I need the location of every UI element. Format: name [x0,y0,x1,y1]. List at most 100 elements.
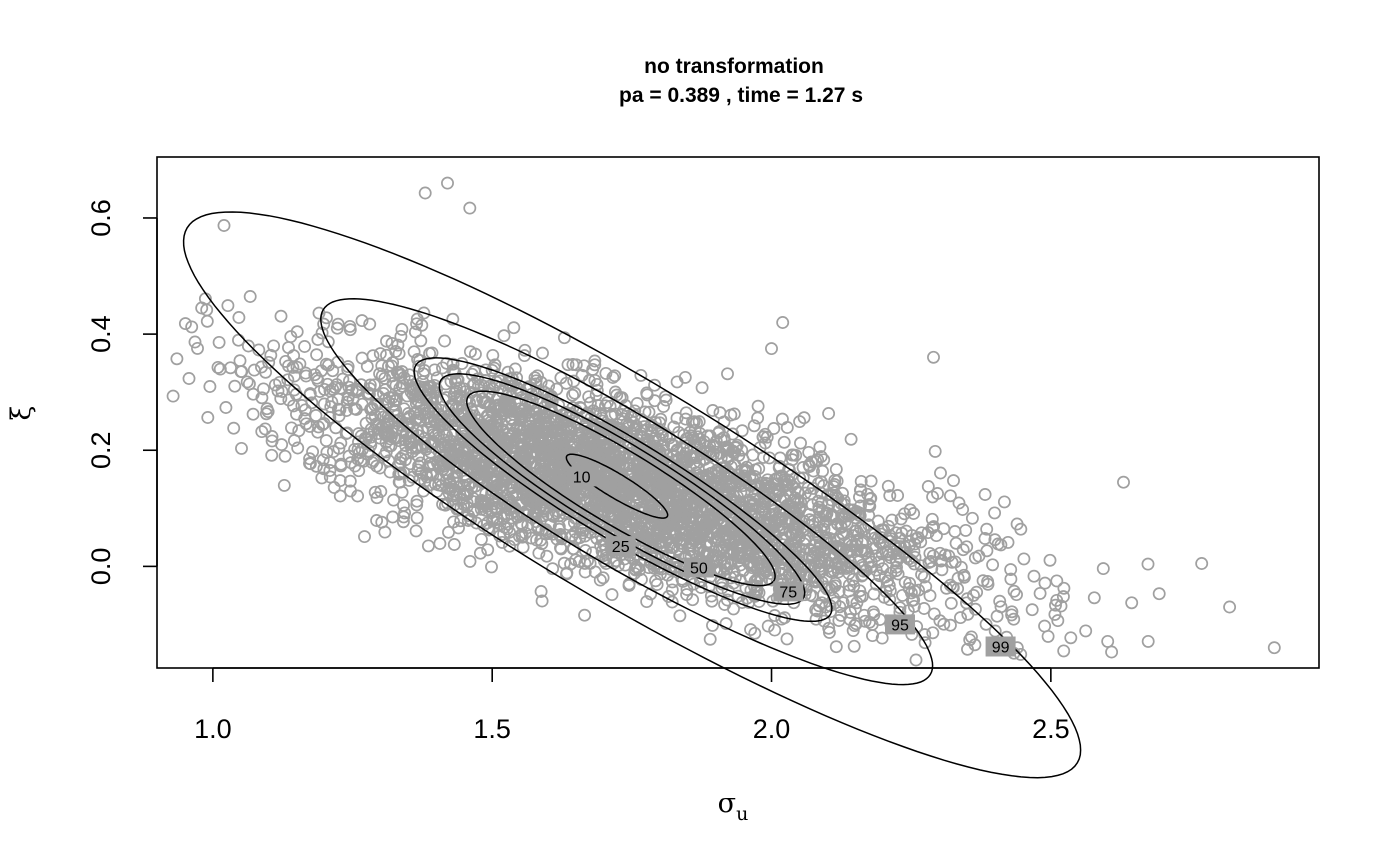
scatter-point [525,409,539,423]
scatter-point [678,370,692,384]
scatter-point [693,510,707,524]
scatter-point [761,619,775,633]
scatter-point [933,546,947,560]
scatter-point [967,588,980,602]
scatter-point [330,321,344,335]
scatter-point [278,449,292,463]
scatter-point [350,385,364,399]
scatter-point [726,427,740,441]
scatter-point [965,511,979,525]
scatter-point [340,404,353,417]
scatter-point [812,599,826,613]
scatter-point [997,495,1011,509]
scatter-point [654,412,668,426]
scatter-point [652,432,666,446]
scatter-point [536,346,549,360]
scatter-point [514,495,528,509]
scatter-point [831,565,845,579]
scatter-point [477,427,491,441]
scatter-point [661,568,675,582]
scatter-point [374,485,388,498]
scatter-point [806,514,820,528]
scatter-point [246,407,260,421]
scatter-point [902,552,916,566]
scatter-point [827,510,841,524]
scatter-point [531,369,544,383]
x-axis-label: σu [718,788,749,825]
scatter-point [739,513,753,527]
scatter-point [468,347,482,361]
scatter-point [725,525,738,539]
scatter-point [267,339,281,353]
scatter-point [673,609,687,623]
contour-label: 95 [891,617,909,634]
scatter-point [454,449,468,463]
scatter-point [765,342,778,356]
scatter-point [862,550,876,564]
scatter-point [685,509,699,523]
scatter-point [212,335,226,349]
scatter-point [470,393,484,407]
scatter-point [496,491,510,505]
scatter-point [421,539,435,553]
scatter-point [761,473,775,487]
scatter-point [637,472,651,486]
scatter-point [761,494,775,508]
scatter-point [441,176,454,190]
scatter-point [466,379,480,393]
scatter-point [866,629,879,643]
scatter-point [525,433,539,447]
scatter-point [923,546,937,560]
scatter-point [753,516,767,530]
scatter-point [201,411,215,424]
scatter-point [368,485,382,499]
scatter-point [533,431,547,445]
scatter-point [548,471,562,485]
scatter-point [529,506,543,520]
scatter-point [679,406,693,420]
scatter-point [1010,517,1024,531]
scatter-point [609,464,623,478]
scatter-point [324,400,338,414]
scatter-point [712,425,726,439]
scatter-point [554,371,568,385]
scatter-point [261,405,275,419]
scatter-point [927,520,941,534]
scatter-point [387,493,401,507]
scatter-point [312,306,326,320]
scatter-point [915,568,929,581]
scatter-point [418,186,432,200]
scatter-point [925,512,939,526]
scatter-point [456,406,470,420]
scatter-point [882,579,896,592]
scatter-point [786,545,800,559]
scatter-point [667,439,681,453]
scatter-point [410,511,424,525]
scatter-point [504,507,518,521]
scatter-point [534,533,548,547]
scatter-point [856,568,870,582]
scatter-point [905,593,919,607]
scatter-point [849,506,863,520]
scatter-point [463,201,477,215]
scatter-point [723,467,736,481]
scatter-point [822,621,836,635]
scatter-point [894,540,907,554]
scatter-point [771,542,785,556]
scatter-point [447,387,461,401]
scatter-point [582,390,596,404]
scatter-point [364,435,377,449]
scatter-point [766,519,780,532]
scatter-point [657,400,670,413]
scatter-point [834,519,848,533]
scatter-point [481,543,495,557]
scatter-point [568,386,582,400]
scatter-point [550,452,564,466]
scatter-point [407,345,421,359]
scatter-point [605,501,619,515]
scatter-point [599,366,613,380]
scatter-point [1050,593,1064,607]
scatter-point [389,432,402,446]
scatter-point [1152,587,1166,601]
scatter-point [365,402,379,416]
